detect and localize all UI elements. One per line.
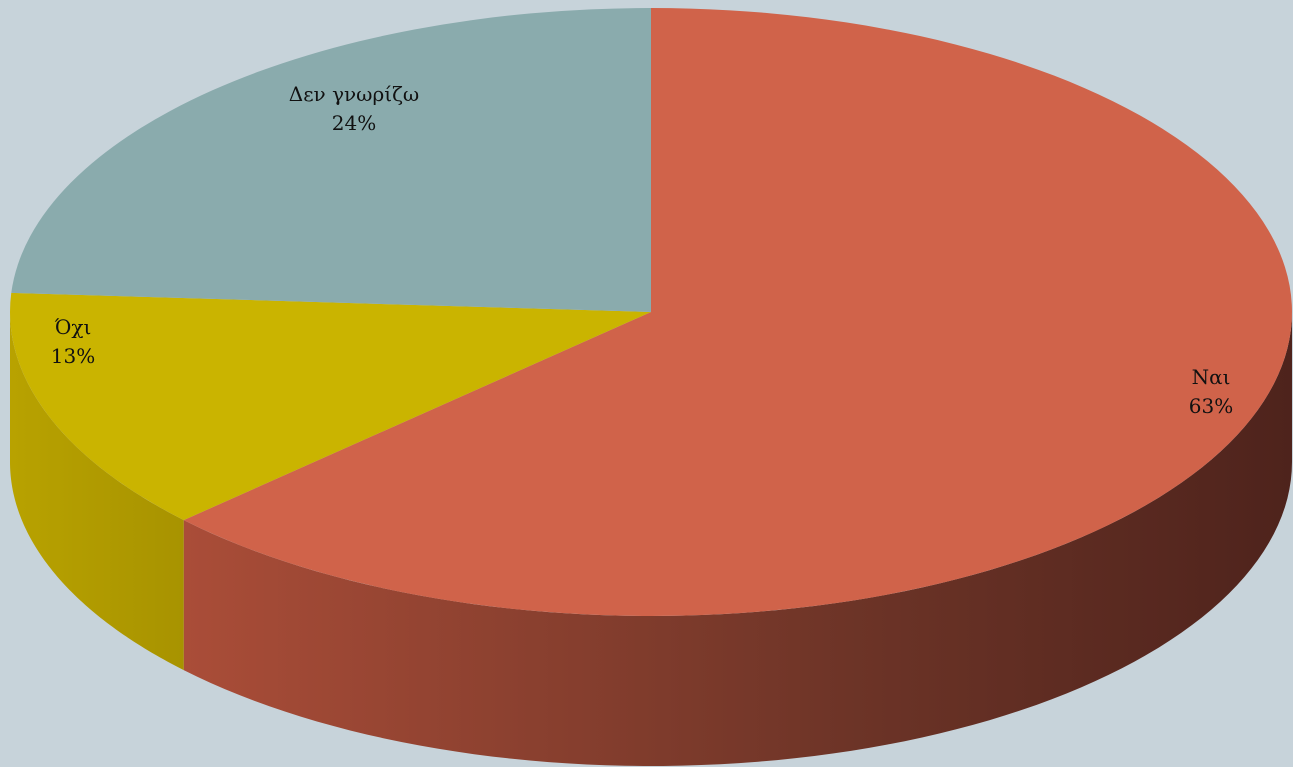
pie-side-2 (10, 312, 184, 671)
slice-label-1: Ναι (1192, 365, 1231, 389)
slice-label-2: Όχι (55, 315, 92, 339)
slice-percent-3: 24% (332, 111, 376, 135)
slice-label-3: Δεν γνωρίζω (289, 82, 420, 106)
slice-percent-2: 13% (51, 344, 95, 368)
pie-tops (9, 8, 1293, 616)
pie-sides (10, 312, 1293, 766)
pie-slice-3 (11, 8, 651, 312)
pie-slice-2 (9, 292, 651, 521)
slice-percent-1: 63% (1189, 394, 1233, 418)
pie-slice-1 (183, 8, 1293, 616)
pie-labels: Ναι 63% Όχι 13% Δεν γνωρίζω 24% (51, 82, 1233, 418)
pie-side-1 (183, 312, 1293, 766)
